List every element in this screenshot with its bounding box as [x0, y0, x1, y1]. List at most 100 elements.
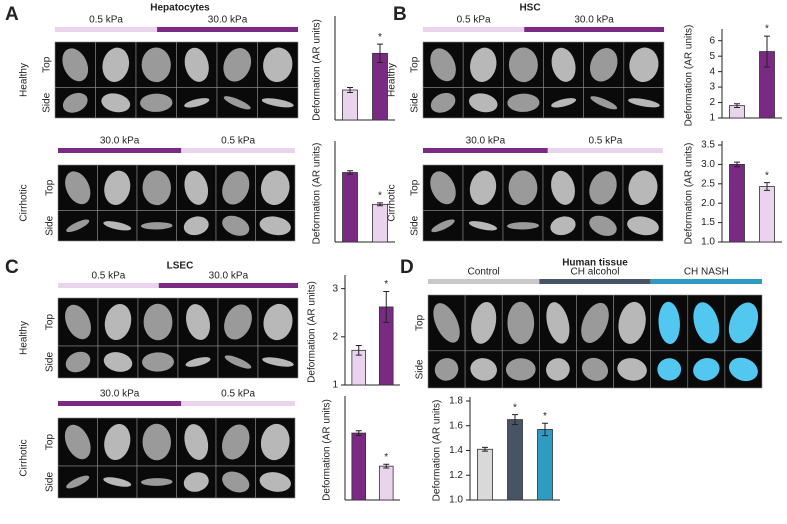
row-label: Side	[45, 472, 56, 492]
nucleus	[223, 96, 251, 110]
nucleus	[628, 98, 660, 108]
error-bar	[355, 430, 362, 436]
row-label: Top	[45, 434, 56, 451]
error-bar	[482, 446, 488, 452]
group-label: CH NASH	[684, 267, 729, 278]
y-tick-label: 1.0	[701, 237, 715, 248]
nucleus	[551, 98, 577, 108]
micrograph	[422, 210, 464, 242]
nucleus	[66, 475, 90, 489]
nucleus	[260, 170, 290, 206]
pressure-bar	[157, 27, 298, 32]
bar	[372, 203, 388, 243]
nucleus	[222, 215, 250, 236]
nucleus	[551, 47, 576, 82]
pressure-bar	[181, 148, 295, 153]
nucleus	[617, 358, 647, 381]
nucleus	[260, 423, 290, 461]
nucleus	[507, 93, 540, 112]
condition-label: Healthy	[387, 63, 398, 97]
nucleus	[65, 171, 91, 205]
row-label: Side	[410, 215, 421, 235]
nucleus	[184, 424, 209, 460]
nucleus	[728, 302, 759, 344]
bar	[342, 89, 358, 121]
nucleus	[184, 98, 210, 108]
nucleus	[551, 170, 575, 205]
nucleus	[185, 357, 211, 367]
significance: *	[543, 411, 547, 422]
y-tick-label: 1.4	[449, 445, 463, 456]
nucleus	[693, 302, 720, 344]
nucleus	[141, 47, 171, 83]
pressure-bar	[650, 279, 762, 284]
condition-label: Cirrhotic	[19, 439, 30, 476]
nucleus	[589, 215, 617, 236]
bar	[537, 429, 553, 501]
panel-title: Hepatocytes	[150, 3, 210, 14]
y-axis-label: Deformation (AR units)	[684, 143, 695, 245]
error-bar	[377, 202, 383, 207]
nucleus	[628, 170, 658, 206]
error-bar	[512, 414, 518, 426]
bar	[342, 172, 358, 243]
nucleus	[183, 216, 209, 236]
nucleus	[550, 216, 576, 236]
panel-title: HSC	[519, 3, 540, 14]
nucleus	[183, 472, 209, 492]
nucleus	[259, 216, 291, 236]
row-label: Top	[45, 314, 56, 331]
panel-letter: B	[393, 4, 407, 25]
y-tick-label: 3	[332, 283, 338, 294]
nucleus	[507, 301, 535, 345]
group-label: 30.0 kPa	[574, 15, 614, 26]
y-tick-label: 2	[709, 97, 715, 108]
pressure-bar	[58, 401, 182, 406]
y-axis-label: Deformation (AR units)	[684, 25, 695, 127]
pressure-bar	[58, 148, 182, 153]
nucleus	[262, 357, 294, 367]
nucleus	[590, 96, 618, 110]
nucleus	[184, 47, 209, 82]
y-tick-label: 1.6	[449, 420, 463, 431]
group-label: CH alcohol	[571, 267, 620, 278]
nucleus	[64, 424, 91, 460]
bar	[372, 52, 388, 121]
y-tick-label: 4	[709, 66, 715, 77]
nucleus	[263, 303, 293, 341]
pressure-bar	[181, 401, 295, 406]
nucleus	[222, 471, 250, 493]
pressure-bar	[158, 283, 298, 288]
nucleus	[508, 47, 538, 83]
nucleus	[589, 48, 618, 82]
nucleus	[508, 170, 538, 206]
nucleus	[184, 170, 209, 205]
nucleus	[104, 423, 131, 461]
bar	[378, 465, 394, 501]
bar	[729, 163, 745, 243]
nucleus	[104, 170, 131, 205]
nucleus	[430, 171, 456, 205]
group-label: 30.0 kPa	[100, 136, 140, 147]
nucleus	[433, 303, 460, 343]
pressure-bar	[55, 27, 158, 32]
row-label: Top	[45, 179, 56, 196]
pressure-bar	[547, 148, 663, 153]
pressure-bar	[539, 279, 651, 284]
y-tick-label: 2.5	[701, 178, 715, 189]
nucleus	[140, 478, 173, 486]
group-label: Control	[468, 267, 500, 278]
significance: *	[384, 279, 388, 290]
significance: *	[765, 170, 769, 181]
y-axis-label: Deformation (AR units)	[312, 143, 323, 245]
nucleus	[581, 302, 609, 343]
nucleus	[507, 222, 539, 230]
nucleus	[143, 303, 173, 341]
nucleus	[103, 352, 133, 372]
error-bar	[347, 87, 353, 93]
nucleus	[505, 358, 536, 381]
y-tick-label: 6	[709, 35, 715, 46]
panel-title: LSEC	[167, 261, 194, 272]
y-tick-label: 5	[709, 51, 715, 62]
